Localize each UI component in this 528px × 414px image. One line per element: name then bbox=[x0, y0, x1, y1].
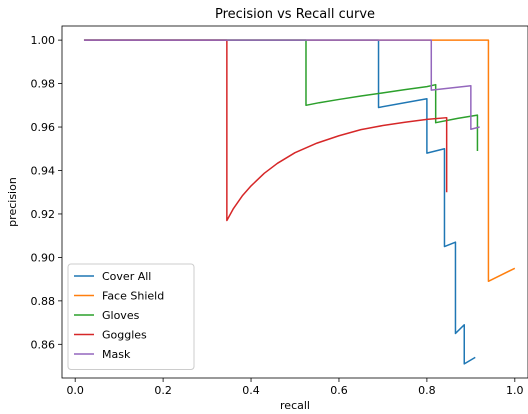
legend: Cover All Face Shield Gloves Goggles Mask bbox=[67, 263, 195, 370]
y-tick-label: 1.00 bbox=[31, 34, 56, 47]
y-tick-label: 0.92 bbox=[31, 208, 56, 221]
x-tick-label: 0.0 bbox=[66, 384, 84, 397]
series-line-goggles bbox=[83, 39, 448, 222]
x-tick-label: 0.6 bbox=[330, 384, 348, 397]
legend-label: Mask bbox=[102, 348, 131, 361]
x-tick-label: 0.4 bbox=[242, 384, 260, 397]
legend-label: Gloves bbox=[102, 309, 140, 322]
x-tick-label: 0.8 bbox=[418, 384, 436, 397]
y-tick-label: 0.88 bbox=[31, 295, 56, 308]
legend-label: Face Shield bbox=[102, 290, 164, 303]
series-line-mask bbox=[83, 39, 480, 130]
legend-box bbox=[67, 263, 195, 370]
y-tick-label: 0.98 bbox=[31, 78, 56, 91]
y-axis-label: precision bbox=[6, 177, 19, 227]
y-tick-label: 0.96 bbox=[31, 121, 56, 134]
y-tick-label: 0.94 bbox=[31, 164, 56, 177]
legend-label: Cover All bbox=[102, 270, 151, 283]
x-axis-label: recall bbox=[280, 399, 310, 412]
y-tick-label: 0.90 bbox=[31, 251, 56, 264]
axes-layer: 0.0 0.2 0.4 0.6 0.8 1.0 0.86 0.88 0.90 0.92 0.94 0.… bbox=[31, 25, 528, 397]
series-line-cover-all bbox=[83, 39, 476, 365]
series-layer bbox=[83, 39, 516, 365]
series-line-gloves bbox=[83, 39, 479, 151]
y-tick-label: 0.86 bbox=[31, 338, 56, 351]
chart-title: Precision vs Recall curve bbox=[215, 7, 375, 22]
legend-label: Goggles bbox=[102, 329, 147, 342]
x-tick-label: 1.0 bbox=[506, 384, 524, 397]
plot-frame bbox=[61, 25, 528, 379]
x-tick-label: 0.2 bbox=[154, 384, 172, 397]
